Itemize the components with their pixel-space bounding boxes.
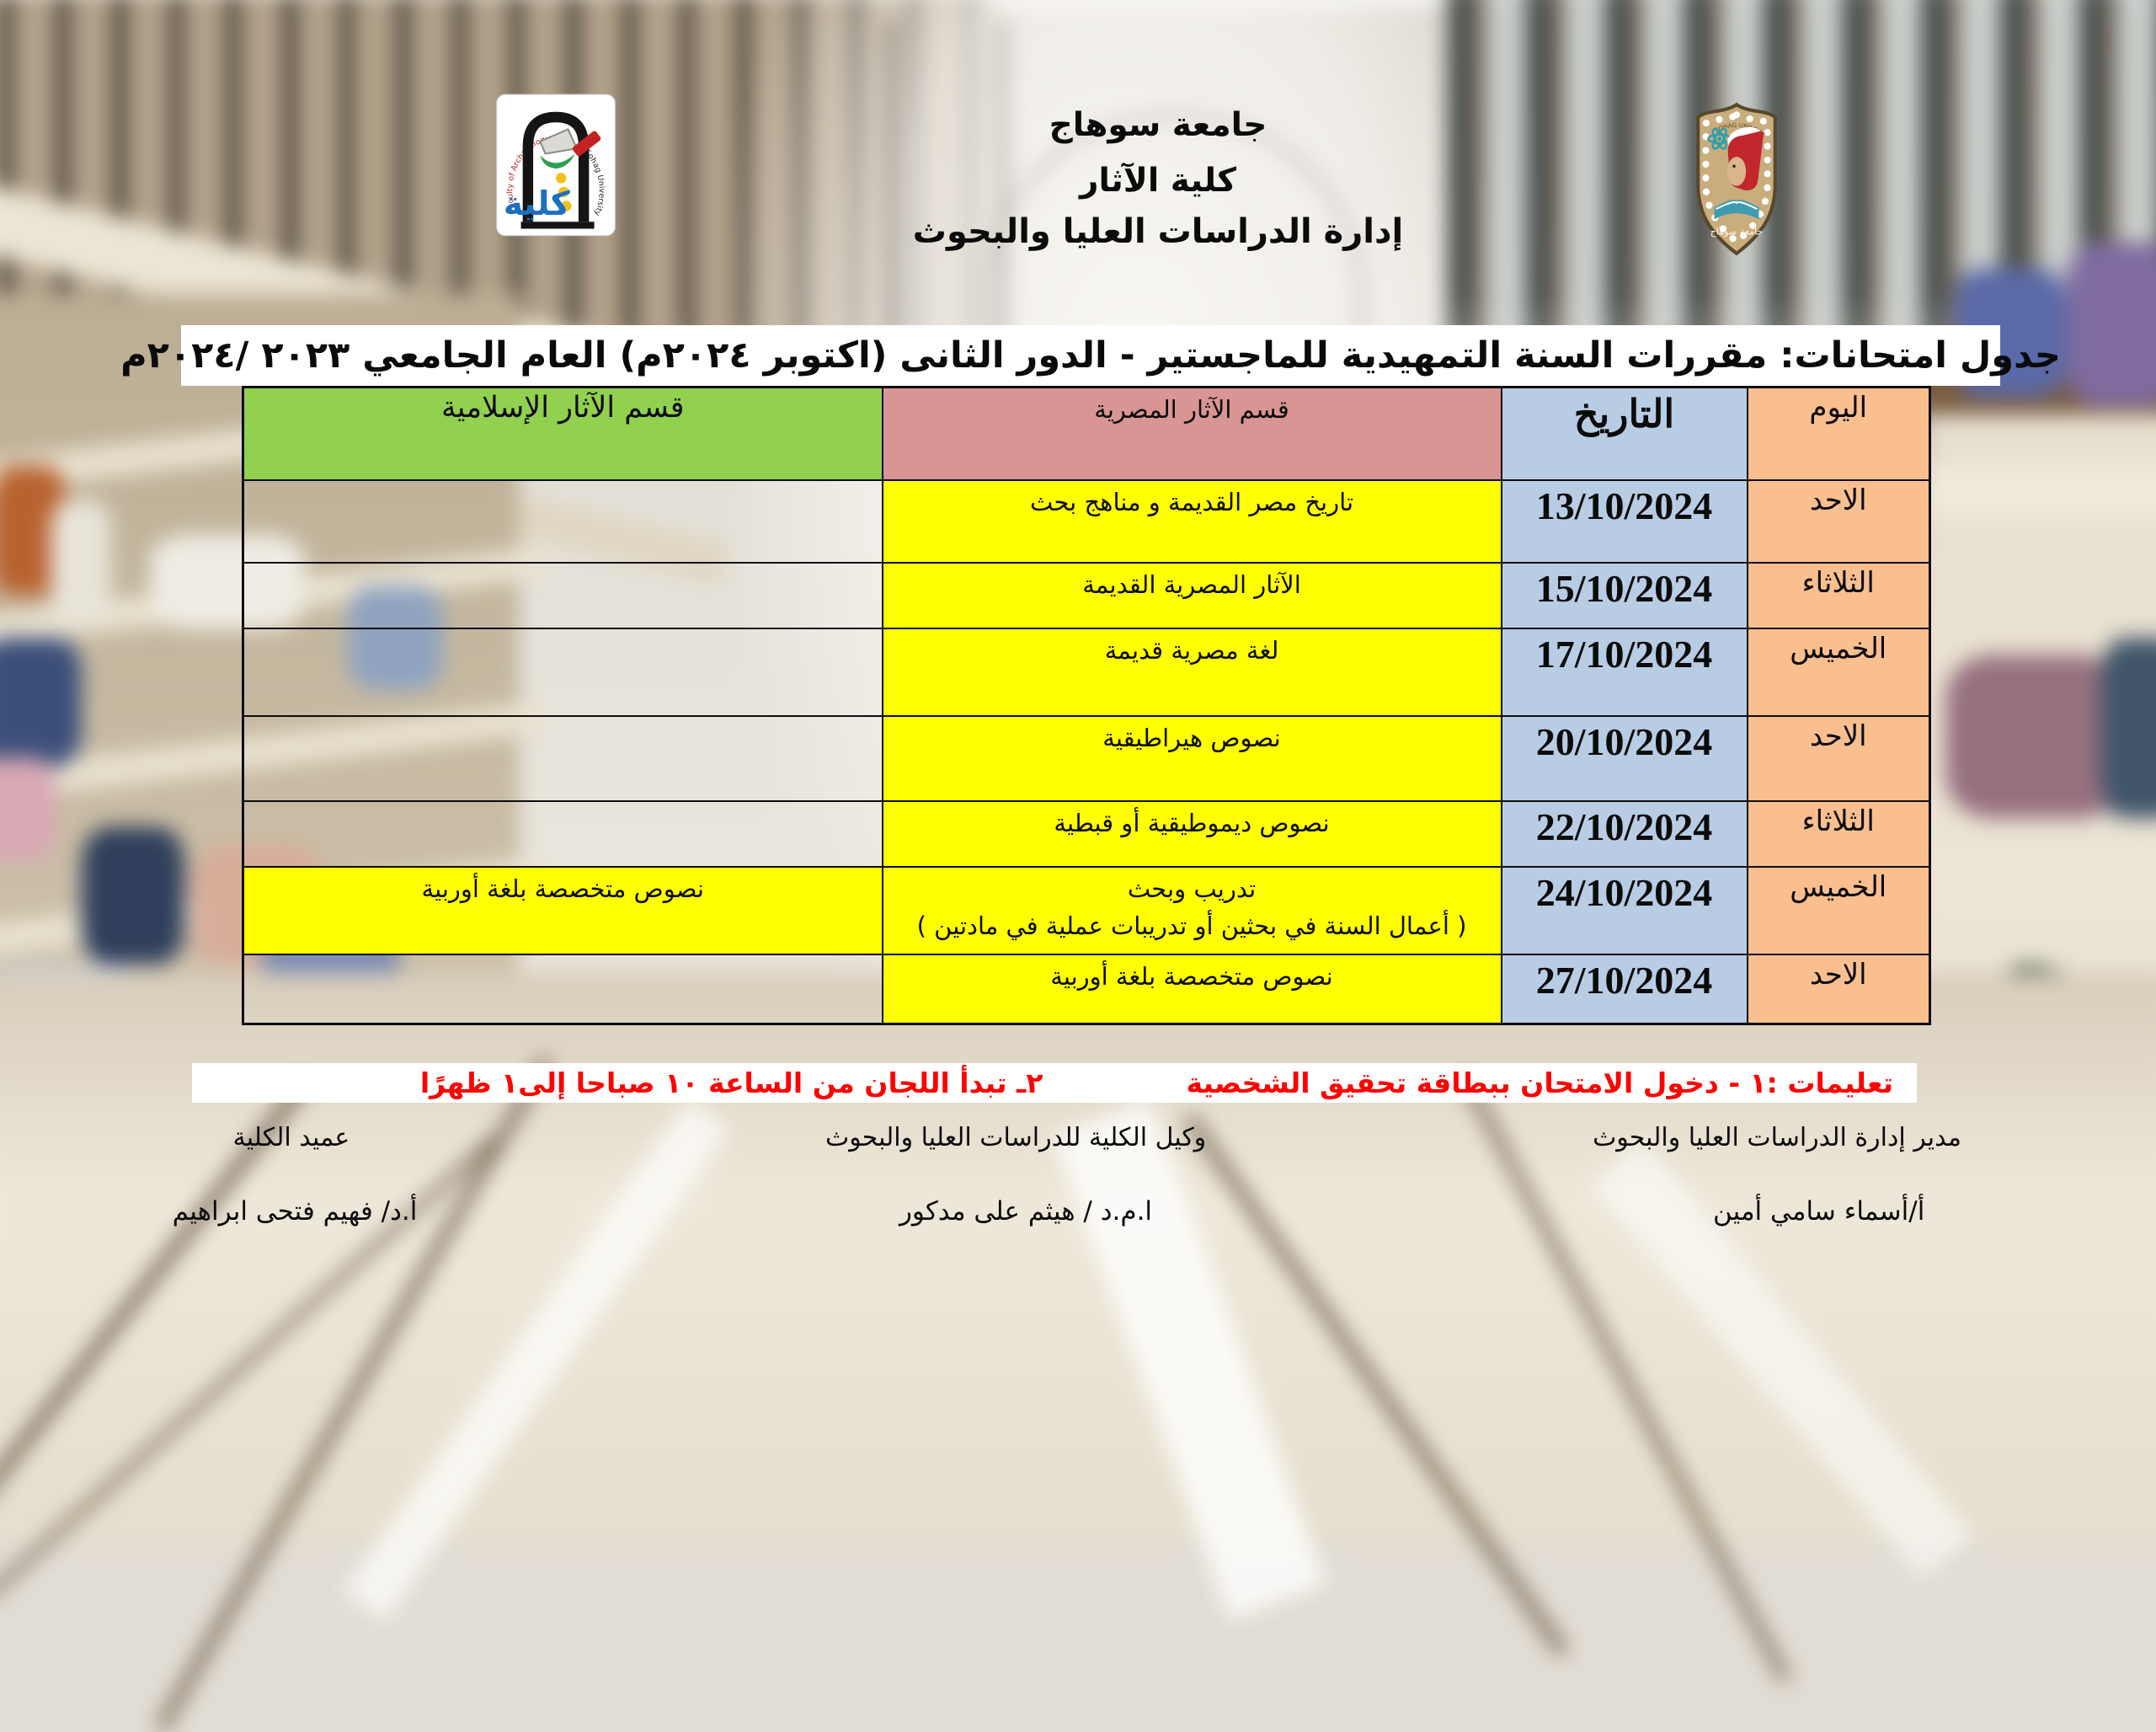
column-header-day: اليوم: [1746, 386, 1931, 481]
islamic-subject-cell: [242, 799, 883, 868]
date-cell: 13/10/2024: [1500, 478, 1748, 564]
university-logo-banner-text: جامعة سوهاج: [1710, 227, 1764, 238]
column-header-egyptian-dept: قسم الآثار المصرية: [881, 386, 1502, 481]
university-logo-icon: SOHAG UNIVERSITY جامعة سوهاج: [1683, 94, 1777, 256]
islamic-subject-cell: [242, 627, 883, 717]
bg-book: [51, 500, 111, 621]
bg-shelf-board: [1929, 853, 2156, 910]
instructions-band: تعليمات :١ - دخول الامتحان ببطاقة تحقيق …: [192, 1063, 1917, 1103]
table-row: الاحد 13/10/2024 تاريخ مصر القديمة و منا…: [242, 478, 1931, 564]
date-cell: 20/10/2024: [1500, 714, 1748, 802]
date-cell: 17/10/2024: [1500, 627, 1748, 717]
date-cell: 27/10/2024: [1500, 953, 1748, 1025]
instruction-1: تعليمات :١ - دخول الامتحان ببطاقة تحقيق …: [1186, 1066, 1893, 1099]
signature-name-director: أ/أسماء سامي أمين: [1713, 1196, 1925, 1227]
islamic-subject-cell: نصوص متخصصة بلغة أوربية: [242, 865, 883, 955]
signature-title-vice-dean: وكيل الكلية للدراسات العليا والبحوث: [825, 1123, 1207, 1152]
day-cell: الاحد: [1746, 953, 1931, 1025]
islamic-subject-cell: [242, 478, 883, 564]
column-header-islamic-dept: قسم الآثار الإسلامية: [242, 386, 883, 481]
egyptian-subject-cell: تدريب وبحث ( أعمال السنة في بحثين أو تدر…: [881, 865, 1502, 955]
table-row: الخميس 17/10/2024 لغة مصرية قديمة: [242, 627, 1931, 717]
sohag-university-logo: SOHAG UNIVERSITY جامعة سوهاج: [1683, 94, 1789, 258]
islamic-subject-cell: [242, 714, 883, 802]
egyptian-subject-cell: الآثار المصرية القديمة: [881, 561, 1502, 629]
signature-name-vice-dean: ا.م.د / هيثم على مدكور: [899, 1196, 1153, 1227]
signature-name-dean: أ.د/ فهيم فتحى ابراهيم: [172, 1196, 418, 1227]
table-row: الخميس 24/10/2024 تدريب وبحث ( أعمال الس…: [242, 865, 1931, 955]
bg-shelf-board: [1929, 466, 2156, 516]
faculty-logo-icon: Faculty of Archaeology Sohag University …: [496, 94, 616, 237]
signature-title-dean: عميد الكلية: [232, 1123, 350, 1152]
schedule-title: جدول امتحانات: مقررات السنة التمهيدية لل…: [120, 325, 2061, 386]
administration-name: إدارة الدراسات العليا والبحوث: [912, 212, 1404, 251]
faculty-logo-calligraphy: كلية: [504, 184, 570, 223]
signature-title-director: مدير إدارة الدراسات العليا والبحوث: [1593, 1123, 1961, 1152]
egyptian-subject-cell: تاريخ مصر القديمة و مناهج بحث: [881, 478, 1502, 564]
bg-book: [2066, 242, 2156, 406]
bg-book: [2100, 638, 2156, 819]
document-content: Faculty of Archaeology Sohag University …: [120, 93, 2061, 1227]
day-cell: الاحد: [1746, 714, 1931, 802]
egyptian-subject-cell: نصوص ديموطيقية أو قبطية: [881, 799, 1502, 868]
day-cell: الثلاثاء: [1746, 799, 1931, 868]
day-cell: الثلاثاء: [1746, 561, 1931, 629]
bg-book: [0, 638, 82, 767]
egyptian-subject-cell: نصوص هيراطيقية: [881, 714, 1502, 802]
faculty-of-archaeology-logo: Faculty of Archaeology Sohag University …: [493, 93, 619, 241]
egyptian-subject-cell: نصوص متخصصة بلغة أوربية: [881, 953, 1502, 1025]
column-header-date: التاريخ: [1500, 386, 1748, 481]
table-row: الثلاثاء 15/10/2024 الآثار المصرية القدي…: [242, 561, 1931, 629]
islamic-subject-cell: [242, 561, 883, 629]
date-cell: 22/10/2024: [1500, 799, 1748, 868]
table-row: الثلاثاء 22/10/2024 نصوص ديموطيقية أو قب…: [242, 799, 1931, 868]
table-row: الاحد 20/10/2024 نصوص هيراطيقية: [242, 714, 1931, 802]
islamic-subject-cell: [242, 953, 883, 1025]
faculty-name: كلية الآثار: [1080, 162, 1236, 200]
day-cell: الخميس: [1746, 627, 1931, 717]
bg-book: [0, 757, 56, 862]
egyptian-subject-cell: لغة مصرية قديمة: [881, 627, 1502, 717]
bg-book: [1945, 655, 2127, 819]
date-cell: 24/10/2024: [1500, 865, 1748, 955]
date-cell: 15/10/2024: [1500, 561, 1748, 629]
day-cell: الاحد: [1746, 478, 1931, 564]
instruction-2: ٢ـ تبدأ اللجان من الساعة ١٠ صباحا إلى١ ظ…: [419, 1066, 1043, 1099]
exam-schedule-table: اليوم التاريخ قسم الآثار المصرية قسم الآ…: [242, 386, 1931, 1025]
table-row: الاحد 27/10/2024 نصوص متخصصة بلغة أوربية: [242, 953, 1931, 1025]
day-cell: الخميس: [1746, 865, 1931, 955]
bg-glass-partition: [887, 19, 1006, 381]
university-name: جامعة سوهاج: [1049, 106, 1267, 144]
bg-book: [81, 826, 185, 965]
table-header-row: اليوم التاريخ قسم الآثار المصرية قسم الآ…: [242, 386, 1931, 481]
